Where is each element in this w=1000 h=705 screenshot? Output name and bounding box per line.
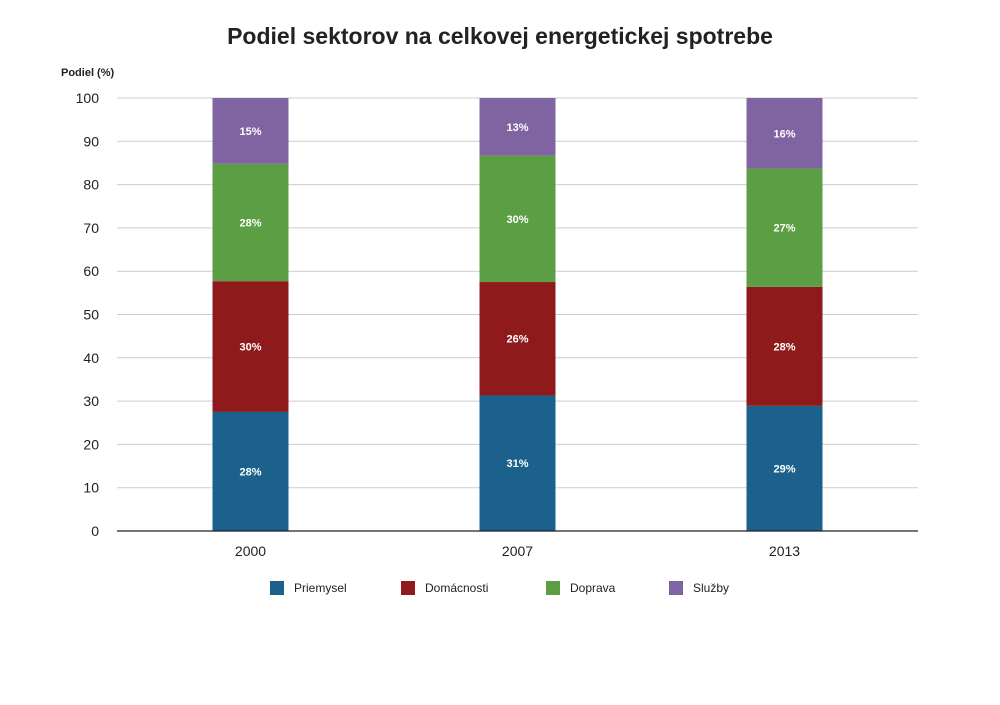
x-tick-label: 2013 [769,543,800,559]
bar-value-label: 15% [239,126,261,138]
y-axis-ticks: 0 10 20 30 40 50 60 70 80 90 100 [76,90,100,539]
bar-value-label: 30% [506,214,528,226]
y-tick-label: 40 [83,350,99,366]
bar-segment [746,286,823,406]
bar-value-label: 29% [773,463,795,475]
bar-value-label: 28% [239,466,261,478]
y-tick-label: 10 [83,480,99,496]
y-tick-label: 90 [83,133,99,149]
bar-value-label: 28% [239,217,261,229]
bar-segment [746,168,823,287]
legend-swatch [669,581,683,595]
legend-label: Doprava [570,581,616,595]
bar-segment [212,98,289,164]
bar-segment [479,98,556,156]
legend-swatch [546,581,560,595]
y-tick-label: 0 [91,523,99,539]
bar-segment [479,155,556,283]
bar-value-label: 30% [239,342,261,354]
bar-segment [746,405,823,531]
bars: 28% 30% 28% 15% 31% 26% 30% 13% 29% 28% 27% 16% [212,98,823,531]
chart-title: Podiel sektorov na celkovej energetickej… [227,23,773,49]
legend: Priemysel Domácnosti Doprava Služby [270,581,729,595]
bar-segment [479,282,556,396]
legend-swatch [270,581,284,595]
y-tick-label: 20 [83,436,99,452]
legend-swatch [401,581,415,595]
bar-value-label: 31% [506,458,528,470]
bar-value-label: 28% [773,341,795,353]
bar-value-label: 16% [773,128,795,140]
x-tick-label: 2007 [502,543,533,559]
bar-value-label: 13% [506,122,528,134]
legend-label: Domácnosti [425,581,488,595]
legend-label: Služby [693,581,729,595]
bar-segment [746,98,823,169]
y-tick-label: 100 [76,90,100,106]
bar-segment [212,163,289,282]
y-tick-label: 30 [83,393,99,409]
y-tick-label: 80 [83,177,99,193]
bar-segment [212,411,289,531]
y-tick-label: 70 [83,220,99,236]
bar-segment [479,395,556,531]
y-tick-label: 60 [83,263,99,279]
y-axis-label: Podiel (%) [61,67,115,79]
bar-value-label: 26% [506,334,528,346]
legend-label: Priemysel [294,581,347,595]
y-tick-label: 50 [83,307,99,323]
x-axis-ticks: 2000 2007 2013 [235,543,800,559]
bar-value-label: 27% [773,223,795,235]
x-tick-label: 2000 [235,543,266,559]
bar-segment [212,281,289,412]
